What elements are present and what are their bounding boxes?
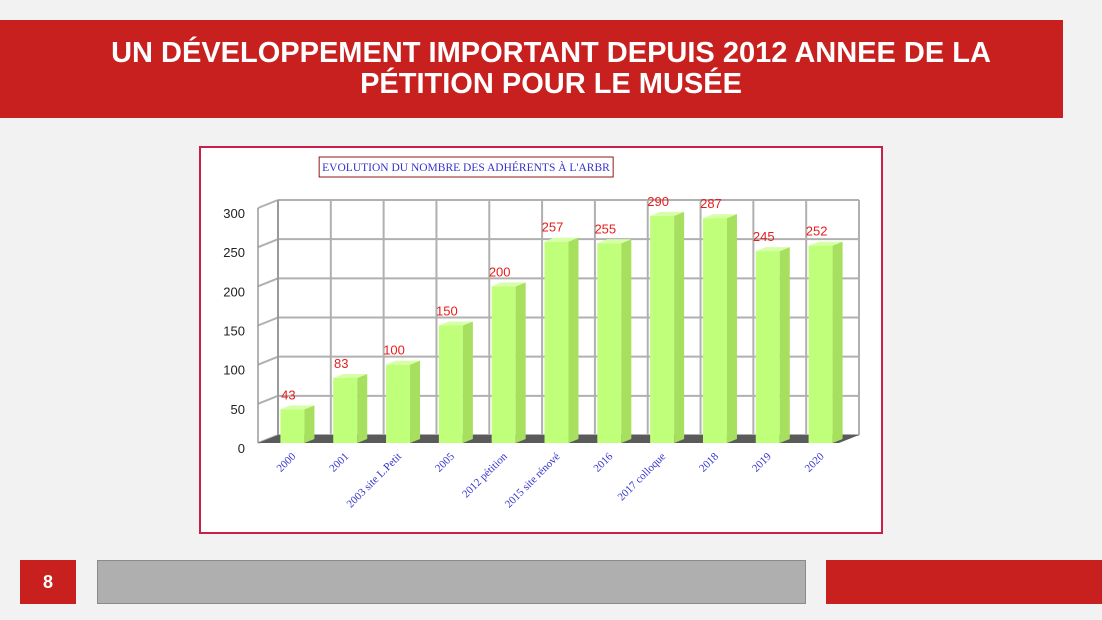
x-tick-label: 2005	[433, 450, 457, 474]
bar-top	[438, 321, 473, 326]
x-tick-label: 2001	[327, 451, 351, 475]
data-label: 83	[334, 356, 348, 371]
bar-side	[674, 211, 685, 443]
bar-top	[386, 360, 421, 365]
data-label: 287	[700, 196, 722, 211]
x-tick-label: 2015 site rénové	[503, 451, 563, 511]
bar-side	[832, 241, 843, 443]
x-tick-label: 2003 site L.Petit	[344, 451, 404, 511]
bar-top	[280, 405, 315, 410]
bar-top	[597, 239, 632, 244]
footer-bar	[97, 560, 806, 604]
bar	[438, 325, 463, 443]
gridline-side	[257, 394, 279, 405]
bar	[650, 215, 675, 443]
chart-title: EVOLUTION DU NOMBRE DES ADHÉRENTS À L'AR…	[322, 160, 610, 174]
gridline-side	[257, 199, 279, 209]
bar-side	[462, 321, 473, 443]
data-label: 255	[594, 221, 616, 236]
bar	[333, 377, 358, 443]
bar	[280, 409, 305, 443]
bar	[755, 251, 780, 443]
y-tick-label: 100	[223, 363, 245, 378]
bar-side	[779, 247, 790, 443]
bar-side	[568, 237, 579, 443]
data-label: 100	[383, 343, 405, 358]
x-tick-label: 2020	[803, 450, 827, 474]
page-number: 8	[20, 560, 76, 604]
bar	[544, 241, 569, 443]
bar-top	[544, 237, 579, 242]
bar-side	[726, 214, 737, 443]
data-label: 245	[753, 229, 775, 244]
data-label: 200	[489, 264, 511, 279]
data-label: 252	[806, 224, 828, 239]
slide-title-line-2: PÉTITION POUR LE MUSÉE	[360, 68, 742, 100]
bar-top	[491, 282, 526, 287]
x-tick-label: 2000	[274, 450, 298, 474]
x-tick-label: 2017 colloque	[615, 451, 668, 504]
gridline-side	[257, 316, 279, 327]
data-label: 290	[647, 194, 669, 209]
bar	[808, 245, 833, 443]
x-tick-label: 2019	[750, 450, 774, 474]
y-tick-label: 50	[231, 402, 245, 417]
title-banner	[0, 20, 1063, 118]
x-tick-label: 2016	[591, 450, 615, 474]
bar-side	[515, 282, 526, 443]
chart-title-box	[318, 156, 614, 178]
bar-top	[755, 247, 790, 252]
gridline-side	[257, 277, 279, 288]
x-tick-label: 2018	[697, 450, 721, 474]
y-tick-label: 200	[223, 284, 245, 299]
y-tick-label: 300	[223, 206, 245, 221]
gridline-side	[257, 238, 279, 249]
bar-side	[357, 373, 368, 443]
slide-title: UN DÉVELOPPEMENT IMPORTANT DEPUIS 2012 A…	[0, 20, 1102, 118]
bar-side	[621, 239, 632, 443]
y-tick-label: 0	[238, 441, 245, 456]
bar	[597, 243, 622, 443]
gridline-side	[257, 355, 279, 366]
bar-top	[702, 214, 737, 219]
bar-side	[410, 360, 421, 443]
footer-accent-bar	[826, 560, 1102, 604]
bar-top	[650, 211, 685, 216]
bar	[702, 218, 727, 443]
y-tick-label: 250	[223, 245, 245, 260]
bar	[491, 286, 516, 443]
bar-side	[304, 405, 315, 443]
data-label: 43	[281, 387, 295, 402]
x-tick-label: 2012 pétition	[460, 450, 510, 500]
y-tick-label: 150	[223, 324, 245, 339]
bar-top	[333, 373, 368, 378]
slide-title-line-1: UN DÉVELOPPEMENT IMPORTANT DEPUIS 2012 A…	[111, 37, 991, 69]
data-label: 150	[436, 304, 458, 319]
bar-top	[808, 241, 843, 246]
bar	[386, 364, 411, 443]
chart-frame: 0 50 100 150 200 250 300 43 2000 83 2001 100 2003 si…	[199, 146, 883, 534]
data-label: 257	[542, 220, 564, 235]
bar-chart: 0 50 100 150 200 250 300 43 2000 83 2001 100 2003 si…	[223, 156, 860, 511]
